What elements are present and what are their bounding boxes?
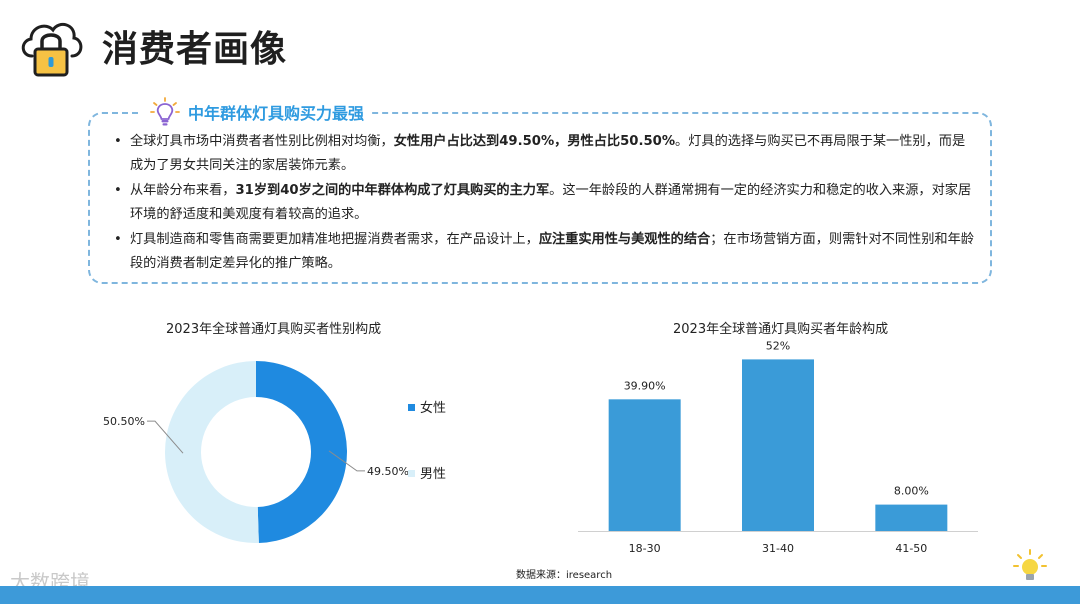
x-tick-label: 31-40 [762, 542, 794, 555]
pie-slice-女性 [256, 361, 348, 543]
pie-leader-line [328, 450, 365, 472]
summary-list: 全球灯具市场中消费者者性别比例相对均衡，女性用户占比达到49.50%，男性占比5… [110, 130, 976, 276]
bar-41-50 [875, 504, 948, 531]
summary-box [88, 112, 992, 284]
summary-bullet: 灯具制造商和零售商需要更加精准地把握消费者需求，在产品设计上，应注重实用性与美观… [110, 228, 976, 277]
cloud-lock-icon [21, 22, 83, 77]
summary-bullet: 从年龄分布来看，31岁到40岁之间的中年群体构成了灯具购买的主力军。这一年龄段的… [110, 179, 976, 228]
page-title: 消费者画像 [102, 29, 288, 70]
lightbulb-icon [1013, 549, 1047, 580]
pie-leader-line [147, 420, 184, 454]
pie-data-label: 50.50% [103, 415, 145, 428]
summary-bullet: 全球灯具市场中消费者者性别比例相对均衡，女性用户占比达到49.50%，男性占比5… [110, 130, 976, 179]
lightbulb-icon [150, 97, 180, 126]
pie-data-label: 49.50% [367, 465, 409, 478]
pie-chart-title: 2023年全球普通灯具购买者性别构成 [166, 322, 382, 337]
pie-slice-男性 [165, 361, 259, 543]
bar-data-label: 39.90% [624, 379, 666, 392]
data-source: 数据来源：iresearch [516, 570, 613, 581]
legend-label: 女性 [420, 400, 446, 416]
footer-bar [0, 586, 1080, 604]
legend-label: 男性 [420, 467, 446, 482]
bar-18-30 [608, 399, 681, 531]
legend-swatch [408, 404, 415, 411]
bar-31-40 [742, 359, 814, 531]
summary-header: 中年群体灯具购买力最强 [142, 95, 373, 129]
x-tick-label: 18-30 [629, 542, 661, 555]
age-bar-chart: 39.90% 18-30 52% 31-40 8.00% 41-50 [578, 340, 978, 555]
bar-data-label: 8.00% [894, 485, 929, 498]
legend-swatch [408, 470, 415, 477]
bar-chart-title: 2023年全球普通灯具购买者年龄构成 [673, 322, 889, 337]
bar-data-label: 52% [766, 340, 790, 352]
x-tick-label: 41-50 [895, 542, 927, 555]
summary-heading: 中年群体灯具购买力最强 [188, 104, 365, 123]
